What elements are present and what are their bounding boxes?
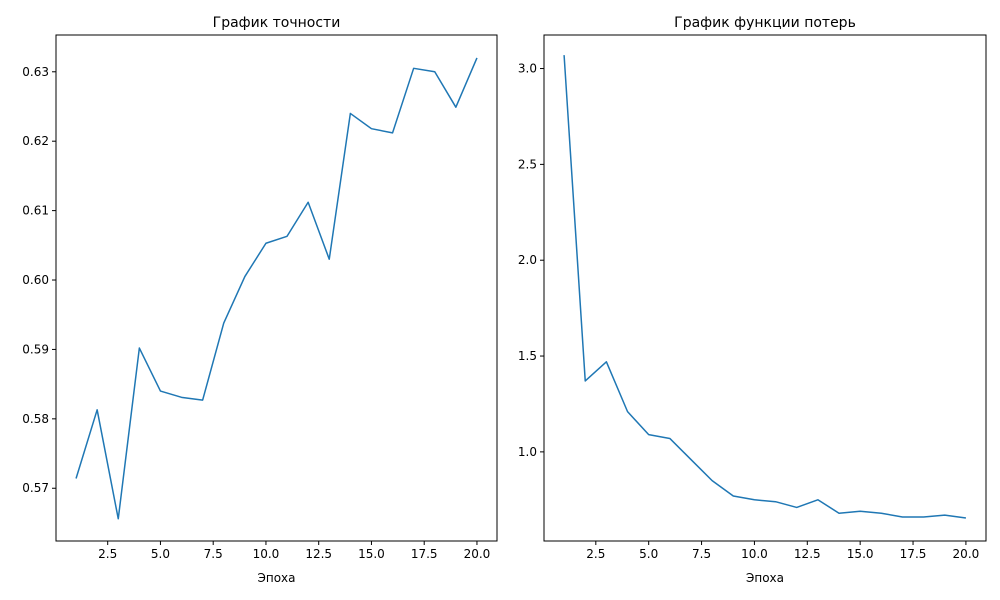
y-tick-label: 0.59 — [22, 342, 49, 356]
x-tick-label: 7.5 — [692, 547, 711, 561]
x-tick-label: 2.5 — [98, 547, 117, 561]
x-tick-label: 15.0 — [847, 547, 874, 561]
x-axis-label: Эпоха — [746, 571, 784, 585]
x-tick-label: 12.5 — [794, 547, 821, 561]
x-tick-label: 17.5 — [900, 547, 927, 561]
chart-panel-1: График точности 2.5 5.0 7.5 10.0 12.5 15.0 17.5… — [22, 15, 498, 585]
x-tick-label: 5.0 — [639, 547, 658, 561]
x-tick-label: 15.0 — [358, 547, 385, 561]
x-tick-label: 2.5 — [586, 547, 605, 561]
y-tick-label: 2.0 — [518, 253, 537, 267]
y-tick-label: 0.57 — [22, 481, 49, 495]
y-tick-label: 2.5 — [518, 157, 537, 171]
series-line — [563, 55, 967, 519]
chart-title: График функции потерь — [674, 15, 856, 31]
x-tick-label: 12.5 — [305, 547, 332, 561]
x-tick-label: 10.0 — [741, 547, 768, 561]
chart-title: График точности — [213, 15, 341, 31]
x-tick-label: 5.0 — [151, 547, 170, 561]
x-tick-label: 20.0 — [464, 547, 491, 561]
y-tick-label: 1.5 — [518, 349, 537, 363]
y-tick-label: 0.61 — [22, 204, 49, 218]
y-tick-label: 3.0 — [518, 62, 537, 76]
x-tick-label: 17.5 — [411, 547, 438, 561]
axes-frame — [55, 34, 498, 542]
series-line — [75, 57, 478, 520]
chart-panel-2: График функции потерь 2.5 5.0 7.5 10.0 12.5 15… — [518, 15, 987, 585]
x-tick-label: 20.0 — [953, 547, 980, 561]
x-tick-label: 10.0 — [253, 547, 280, 561]
y-tick-label: 1.0 — [518, 445, 537, 459]
x-axis-label: Эпоха — [257, 571, 295, 585]
y-tick-label: 0.60 — [22, 273, 49, 287]
axes-frame — [543, 34, 987, 542]
y-tick-label: 0.58 — [22, 412, 49, 426]
y-tick-label: 0.63 — [22, 65, 49, 79]
x-tick-label: 7.5 — [204, 547, 223, 561]
y-tick-label: 0.62 — [22, 134, 49, 148]
